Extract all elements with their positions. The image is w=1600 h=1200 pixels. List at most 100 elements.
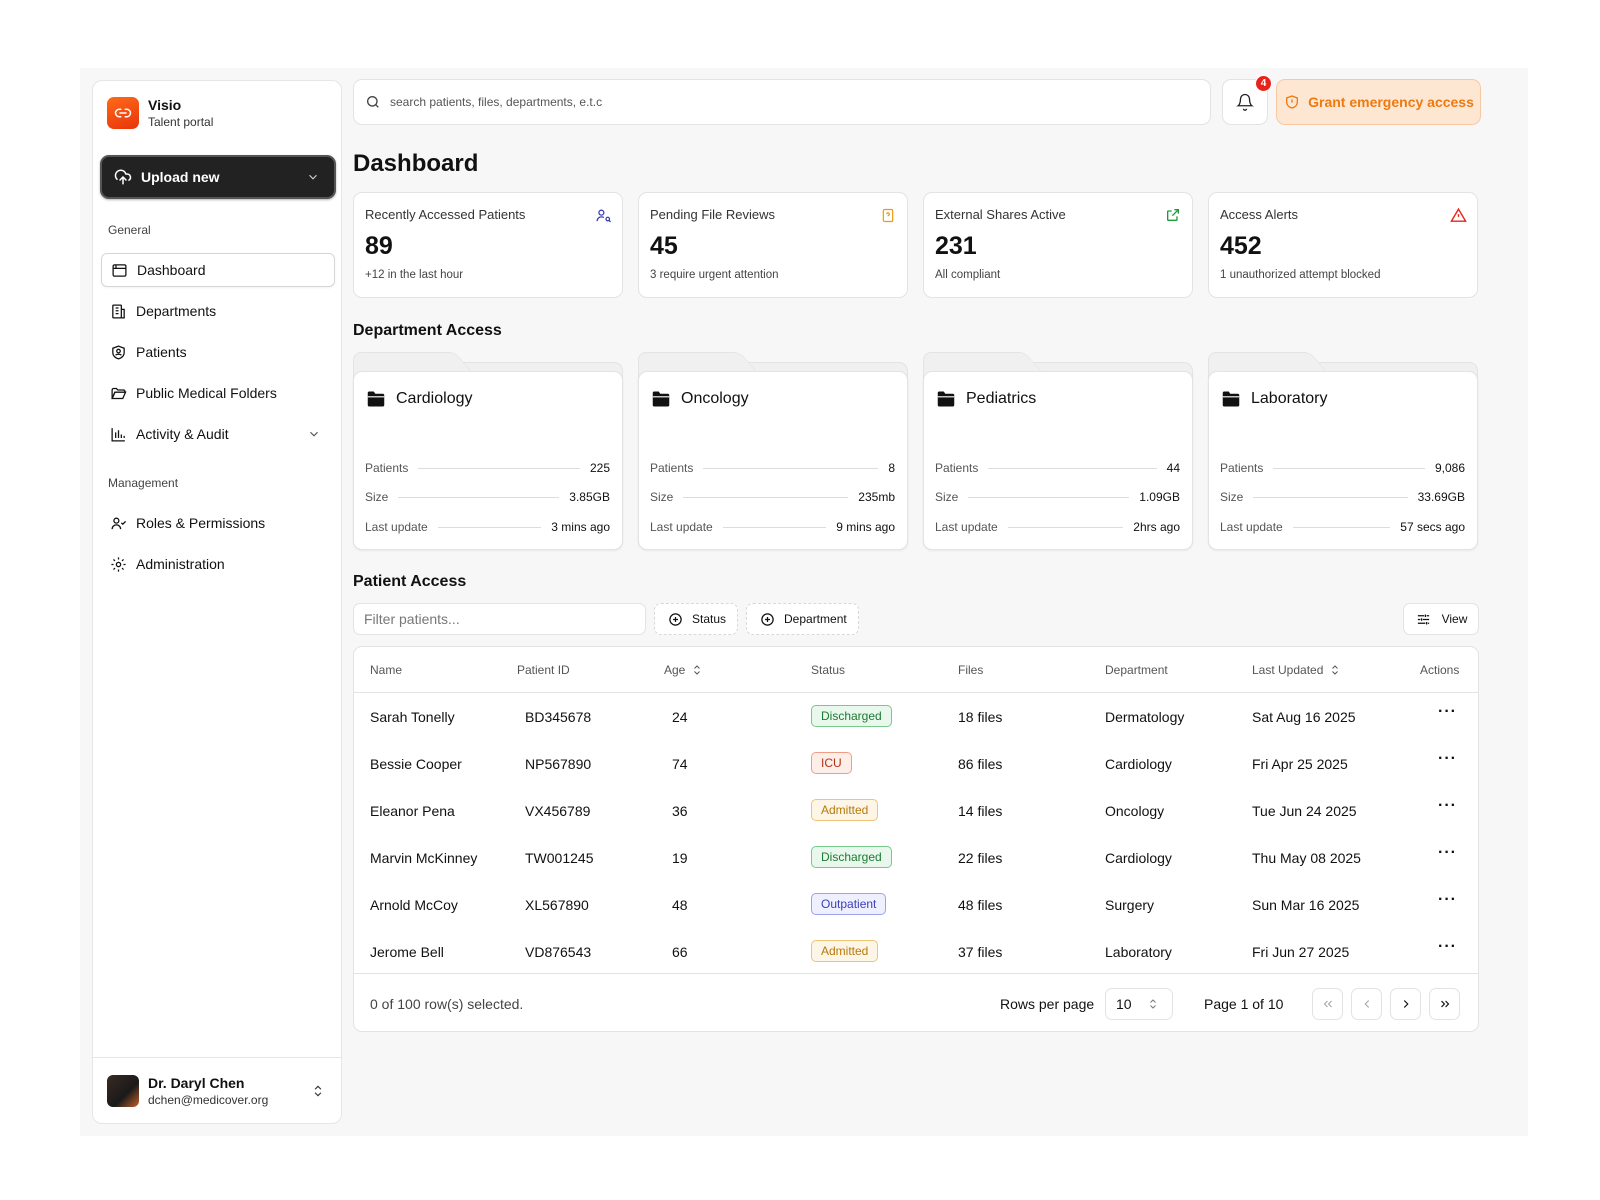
- chevron-down-icon[interactable]: [305, 425, 323, 443]
- table-row[interactable]: Sarah Tonelly BD345678 24 18 files Dermatolo…: [354, 693, 1478, 740]
- cell-last-updated: Fri Apr 25 2025: [1252, 756, 1348, 772]
- stat-card-recently-accessed[interactable]: Recently Accessed Patients 89 +12 in the…: [353, 192, 623, 298]
- selected-count: 0 of 100 row(s) selected.: [370, 996, 524, 1012]
- sidebar-item-roles-permissions[interactable]: Roles & Permissions: [101, 506, 335, 540]
- department-card-pediatrics[interactable]: Pediatrics Patients 44 Size 1.09GB Last up…: [923, 352, 1193, 550]
- stat-card-pending-reviews[interactable]: Pending File Reviews 45 3 require urgent…: [638, 192, 908, 298]
- cell-patient-id: VX456789: [525, 803, 591, 819]
- cell-files: 86 files: [958, 756, 1003, 772]
- table-row[interactable]: Marvin McKinney TW001245 19 22 files Cardiol…: [354, 834, 1478, 881]
- row-actions-icon[interactable]: ···: [1438, 750, 1457, 767]
- rows-per-page-select[interactable]: 10: [1105, 988, 1173, 1020]
- column-header-status[interactable]: Status: [811, 663, 846, 677]
- cell-last-updated: Sun Mar 16 2025: [1252, 897, 1360, 913]
- cell-last-updated: Thu May 08 2025: [1252, 850, 1361, 866]
- status-badge: Admitted: [811, 940, 879, 962]
- sidebar-item-departments[interactable]: Departments: [101, 294, 335, 328]
- chevrons-up-down-icon[interactable]: [309, 1082, 327, 1100]
- department-filter-button[interactable]: Department: [746, 603, 859, 635]
- sidebar-item-public-medical-folders[interactable]: Public Medical Folders: [101, 376, 335, 410]
- patients-value: 9,086: [1434, 461, 1465, 475]
- stat-value: 45: [650, 232, 678, 260]
- folder-icon: [937, 390, 955, 408]
- column-header-patient-id[interactable]: Patient ID: [517, 663, 570, 677]
- brand-name: Visio: [148, 97, 182, 113]
- grant-emergency-access-button[interactable]: Grant emergency access: [1276, 79, 1481, 125]
- view-label: View: [1441, 612, 1468, 626]
- patients-value: 44: [1166, 461, 1180, 475]
- status-badge: Outpatient: [811, 893, 887, 915]
- chevron-down-icon[interactable]: [304, 168, 322, 186]
- size-label: Size: [1220, 490, 1244, 504]
- department-card-laboratory[interactable]: Laboratory Patients 9,086 Size 33.69GB Las…: [1208, 352, 1478, 550]
- column-header-age[interactable]: Age: [664, 663, 703, 677]
- column-header-name[interactable]: Name: [370, 663, 403, 677]
- stat-card-external-shares[interactable]: External Shares Active 231 All compliant: [923, 192, 1193, 298]
- sidebar-item-label: Patients: [136, 344, 187, 360]
- view-options-button[interactable]: View: [1403, 603, 1479, 635]
- brand[interactable]: Visio Talent portal: [107, 97, 213, 129]
- sidebar-item-dashboard[interactable]: Dashboard: [101, 253, 335, 287]
- row-actions-icon[interactable]: ···: [1438, 891, 1457, 908]
- row-actions-icon[interactable]: ···: [1438, 797, 1457, 814]
- column-header-last-updated[interactable]: Last Updated: [1252, 663, 1341, 677]
- table-row[interactable]: Eleanor Pena VX456789 36 14 files Oncology Tu…: [354, 787, 1478, 834]
- first-page-button[interactable]: [1312, 988, 1343, 1020]
- user-profile[interactable]: Dr. Daryl Chen dchen@medicover.org: [93, 1057, 341, 1123]
- upload-new-label: Upload new: [141, 169, 220, 185]
- last-page-button[interactable]: [1429, 988, 1460, 1020]
- cell-department: Dermatology: [1105, 709, 1185, 725]
- folder-icon: [652, 390, 670, 408]
- sidebar-item-activity-audit[interactable]: Activity & Audit: [101, 417, 335, 451]
- grant-emergency-access-label: Grant emergency access: [1308, 94, 1474, 110]
- cell-department: Cardiology: [1105, 756, 1172, 772]
- brand-subtitle: Talent portal: [148, 115, 214, 129]
- notifications-button[interactable]: 4: [1222, 75, 1272, 125]
- row-actions-icon[interactable]: ···: [1438, 844, 1457, 861]
- sliders-icon: [1415, 610, 1433, 628]
- row-actions-icon[interactable]: ···: [1438, 703, 1457, 720]
- rows-per-page-label: Rows per page: [1000, 996, 1095, 1012]
- size-label: Size: [365, 490, 389, 504]
- cell-files: 18 files: [958, 709, 1003, 725]
- patients-value: 8: [888, 461, 895, 475]
- page-indicator: Page 1 of 10: [1204, 996, 1284, 1012]
- sidebar-item-patients[interactable]: Patients: [101, 335, 335, 369]
- folder-open-icon: [109, 384, 127, 402]
- cell-department: Cardiology: [1105, 850, 1172, 866]
- department-card-cardiology[interactable]: Cardiology Patients 225 Size 3.85GB Last u…: [353, 352, 623, 550]
- upload-new-button[interactable]: Upload new: [100, 155, 336, 199]
- search-input[interactable]: [390, 95, 1190, 109]
- user-email: dchen@medicover.org: [148, 1092, 269, 1107]
- cell-department: Surgery: [1105, 897, 1155, 913]
- building-icon: [109, 302, 127, 320]
- cell-age: 74: [672, 756, 688, 772]
- search-bar[interactable]: [353, 79, 1211, 125]
- chevron-right-icon: [1397, 995, 1415, 1013]
- table-row[interactable]: Bessie Cooper NP567890 74 86 files Cardiolog…: [354, 740, 1478, 787]
- sidebar-item-label: Departments: [136, 303, 217, 319]
- filter-patients-input[interactable]: [353, 603, 646, 635]
- stat-subtitle: 1 unauthorized attempt blocked: [1220, 269, 1381, 281]
- next-page-button[interactable]: [1390, 988, 1421, 1020]
- sidebar-item-administration[interactable]: Administration: [101, 547, 335, 581]
- column-header-department[interactable]: Department: [1105, 663, 1168, 677]
- stat-card-access-alerts[interactable]: Access Alerts 452 1 unauthorized attempt…: [1208, 192, 1478, 298]
- cell-last-updated: Sat Aug 16 2025: [1252, 709, 1356, 725]
- status-badge: Admitted: [811, 799, 879, 821]
- last-update-label: Last update: [1220, 520, 1283, 534]
- status-filter-button[interactable]: Status: [654, 603, 739, 635]
- column-header-files[interactable]: Files: [958, 663, 984, 677]
- cell-age: 48: [672, 897, 688, 913]
- shield-alert-icon: [1283, 93, 1301, 111]
- file-question-icon: [879, 206, 897, 224]
- previous-page-button[interactable]: [1351, 988, 1382, 1020]
- table-row[interactable]: Jerome Bell VD876543 66 37 files Laboratory F…: [354, 928, 1478, 975]
- app-frame: Visio Talent portal Upload new General D…: [80, 68, 1528, 1136]
- size-value: 235mb: [858, 490, 895, 504]
- cell-patient-id: NP567890: [525, 756, 592, 772]
- department-card-oncology[interactable]: Oncology Patients 8 Size 235mb Last update…: [638, 352, 908, 550]
- row-actions-icon[interactable]: ···: [1438, 938, 1457, 955]
- cell-name: Sarah Tonelly: [370, 709, 455, 725]
- table-row[interactable]: Arnold McCoy XL567890 48 48 files Surgery Sun…: [354, 881, 1478, 928]
